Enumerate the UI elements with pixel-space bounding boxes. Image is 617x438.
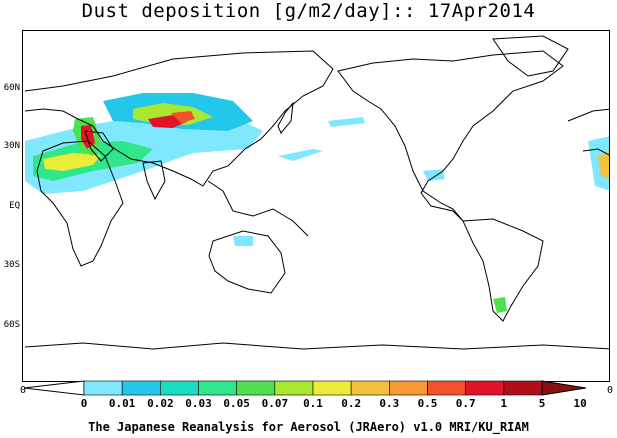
coast-australia bbox=[208, 230, 286, 294]
coast-se-asia bbox=[207, 180, 309, 237]
coast-north-america bbox=[337, 50, 564, 222]
footer-credit: The Japanese Reanalysis for Aerosol (JRA… bbox=[88, 420, 529, 434]
colorbar-segments bbox=[23, 380, 587, 396]
colorbar-box bbox=[350, 380, 390, 396]
colorbar-tick-label: 0.3 bbox=[379, 397, 400, 410]
colorbar-arrow-left bbox=[23, 380, 85, 396]
dust-gobi-red bbox=[171, 111, 195, 123]
coast-arabia bbox=[84, 130, 114, 162]
lat-label-30n: 30N bbox=[3, 141, 20, 151]
coast-africa-west bbox=[582, 148, 609, 156]
colorbar-tick-label: 0.05 bbox=[223, 397, 250, 410]
colorbar-tick-label: 0.7 bbox=[455, 397, 476, 410]
coast-eurasia bbox=[24, 50, 334, 187]
dust-pacific-plume-2 bbox=[328, 117, 365, 127]
colorbar-tick-label: 0.2 bbox=[341, 397, 362, 410]
coast-africa bbox=[36, 140, 124, 267]
colorbar-box bbox=[83, 380, 123, 396]
dust-shading bbox=[25, 93, 609, 313]
dust-westafrica-core bbox=[598, 151, 609, 179]
colorbar-end-left: 0 bbox=[20, 385, 27, 396]
lat-label-30s: 30S bbox=[3, 260, 20, 270]
map-panel bbox=[22, 30, 610, 382]
colorbar-box bbox=[121, 380, 161, 396]
dust-australia bbox=[233, 236, 253, 246]
colorbar-tick-label: 0.01 bbox=[108, 397, 136, 410]
colorbar-box bbox=[389, 380, 428, 396]
colorbar-tick-label: 0.07 bbox=[261, 397, 289, 410]
colorbar-tick-label: 1 bbox=[500, 397, 508, 410]
lat-label-60s: 60S bbox=[3, 320, 20, 330]
dust-patagonia bbox=[493, 297, 507, 313]
coast-south-america bbox=[462, 218, 544, 322]
colorbar-tick-label: 0.03 bbox=[185, 397, 212, 410]
colorbar-tick-label: 0.5 bbox=[417, 397, 438, 410]
lat-label-60n: 60N bbox=[3, 83, 20, 93]
colorbar-box bbox=[312, 380, 352, 396]
colorbar-box bbox=[427, 380, 466, 396]
world-map bbox=[24, 35, 609, 350]
coast-japan bbox=[277, 101, 294, 134]
coast-greenland bbox=[492, 35, 569, 77]
coastlines bbox=[24, 35, 609, 350]
coast-india bbox=[142, 160, 166, 201]
colorbar-box bbox=[198, 380, 237, 396]
colorbar-tick-label: 0 bbox=[80, 397, 88, 410]
map-title: Dust deposition [g/m2/day]:: 17Apr2014 bbox=[81, 0, 536, 22]
colorbar-tick-label: 0.02 bbox=[147, 397, 174, 410]
colorbar-box bbox=[160, 380, 199, 396]
colorbar-box bbox=[236, 380, 276, 396]
colorbar bbox=[23, 380, 587, 396]
coast-antarctica bbox=[24, 342, 609, 350]
dust-namerica bbox=[423, 169, 445, 181]
colorbar-tick-label: 10 bbox=[573, 397, 587, 410]
colorbar-box bbox=[503, 380, 543, 396]
colorbar-end-right: 0 bbox=[607, 385, 614, 396]
colorbar-arrow-right bbox=[541, 380, 587, 396]
dust-sahara-yellow bbox=[43, 153, 101, 171]
colorbar-box bbox=[274, 380, 314, 396]
lat-label-eq: EQ bbox=[9, 201, 20, 211]
colorbar-tick-label: 0.1 bbox=[303, 397, 323, 410]
dust-pacific-plume bbox=[278, 149, 323, 161]
coast-europe-west bbox=[567, 108, 609, 122]
colorbar-tick-label: 5 bbox=[538, 397, 546, 410]
colorbar-box bbox=[465, 380, 505, 396]
